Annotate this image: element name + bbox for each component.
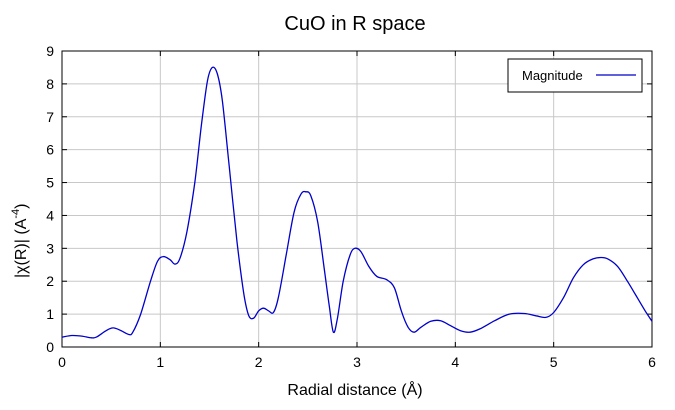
y-tick-label: 2 [46,273,54,289]
y-tick-label: 0 [46,339,54,355]
y-axis-label-close: ) [13,204,30,209]
y-axis-label-main: |χ(R)| (A [13,218,30,278]
x-tick-label: 2 [255,354,263,370]
y-tick-label: 9 [46,43,54,59]
y-tick-label: 5 [46,175,54,191]
x-tick-label: 4 [451,354,459,370]
x-tick-label: 1 [156,354,164,370]
axes: 0 1 2 3 4 5 6 0 1 2 3 4 5 6 7 8 9 [46,43,656,370]
x-tick-label: 6 [648,354,656,370]
y-tick-label: 1 [46,306,54,322]
y-axis-label: |χ(R)| (A-4) [10,204,30,278]
x-axis-label: Radial distance (Å) [287,380,422,399]
y-axis-label-exponent: -4 [10,209,22,219]
legend: Magnitude [507,58,643,93]
y-tick-label: 4 [46,207,54,223]
chart-title: CuO in R space [284,13,425,35]
series-layer [61,66,653,339]
x-tick-label: 0 [58,354,66,370]
series-line-magnitude [61,66,653,339]
y-tick-label: 3 [46,240,54,256]
y-tick-label: 8 [46,76,54,92]
grid [62,51,652,347]
y-tick-label: 6 [46,142,54,158]
x-tick-label: 5 [550,354,558,370]
x-tick-label: 3 [353,354,361,370]
legend-label: Magnitude [522,68,583,83]
y-tick-label: 7 [46,109,54,125]
